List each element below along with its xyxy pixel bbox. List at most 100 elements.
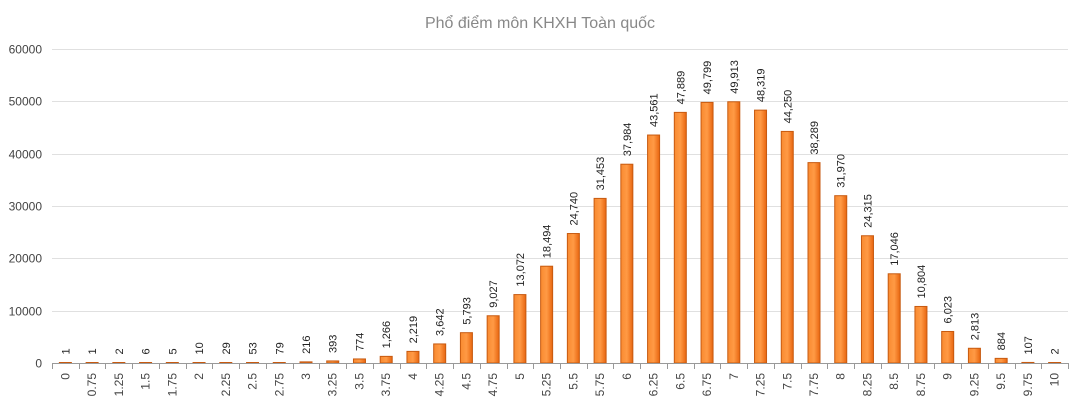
data-label: 17,046 [889, 232, 901, 266]
data-label: 31,970 [836, 154, 848, 188]
x-tick-label: 8.25 [860, 373, 874, 397]
x-tick-label: 6 [620, 373, 634, 380]
bar [727, 101, 741, 364]
x-tick-label: 4 [406, 373, 420, 380]
data-label: 79 [274, 342, 286, 354]
bar [914, 305, 928, 364]
bar [486, 315, 500, 364]
bar [860, 235, 874, 364]
x-tick-label: 6.5 [673, 373, 687, 390]
x-tick-label: 8 [834, 373, 848, 380]
y-tick-label: 20000 [9, 252, 43, 266]
data-label: 2 [1050, 348, 1062, 354]
y-tick-label: 60000 [9, 43, 43, 57]
bar [834, 195, 848, 364]
x-tick-label: 6.25 [647, 373, 661, 397]
x-axis-ticks: 0 0.75 1.25 1.5 1.75 2 2.25 2.5 2.75 3 3.25 3.5 3.75… [52, 363, 1069, 397]
x-tick-label: 10 [1048, 373, 1062, 387]
x-tick-label: 4.25 [433, 373, 447, 397]
y-tick-label: 0 [35, 357, 42, 371]
y-axis-ticks: 0 10000 20000 30000 40000 50000 60000 [9, 43, 43, 371]
bar [700, 101, 714, 364]
x-tick-label: 5.5 [566, 373, 580, 390]
x-tick-label: 7 [727, 373, 741, 380]
bar [433, 343, 447, 364]
x-tick-label: 3 [299, 373, 313, 380]
bar [620, 163, 634, 364]
data-label: 49,799 [702, 61, 714, 95]
data-label: 1,266 [381, 321, 393, 349]
y-tick-label: 40000 [9, 148, 43, 162]
data-label: 3,642 [435, 308, 447, 336]
data-label: 44,250 [782, 90, 794, 124]
data-label: 2,219 [408, 316, 420, 344]
bar [326, 360, 340, 364]
data-label: 10,804 [916, 265, 928, 299]
bar [85, 362, 99, 364]
x-tick-label: 8.75 [914, 373, 928, 397]
bar [887, 273, 901, 364]
x-tick-label: 2.25 [219, 373, 233, 397]
bar [192, 362, 206, 364]
bar [299, 361, 313, 364]
x-tick-label: 8.5 [887, 373, 901, 390]
bar [139, 362, 153, 364]
x-tick-label: 3.75 [379, 373, 393, 397]
x-tick-label: 9.5 [994, 373, 1008, 390]
x-tick-label: 1.5 [139, 373, 153, 390]
data-label: 5,793 [461, 297, 473, 325]
y-tick-label: 10000 [9, 305, 43, 319]
data-label: 31,453 [595, 157, 607, 191]
bar [379, 355, 393, 364]
data-label: 10 [194, 342, 206, 354]
bar [459, 332, 473, 364]
x-tick-label: 5.75 [593, 373, 607, 397]
y-tick-label: 30000 [9, 200, 43, 214]
data-label: 107 [1023, 336, 1035, 354]
data-label: 2 [114, 348, 126, 354]
data-label: 18,494 [542, 225, 554, 259]
bar [593, 197, 607, 364]
data-label: 216 [301, 336, 313, 354]
data-label: 49,913 [729, 60, 741, 94]
bar [1048, 362, 1062, 364]
x-tick-label: 9.75 [1021, 373, 1035, 397]
bar [513, 294, 527, 364]
bar [1021, 361, 1035, 364]
bar [352, 358, 366, 364]
x-tick-label: 3.25 [326, 373, 340, 397]
x-tick-label: 4.75 [486, 373, 500, 397]
x-tick-label: 2.75 [272, 373, 286, 397]
x-tick-label: 7.5 [780, 373, 794, 390]
bar [165, 362, 179, 364]
bar [566, 233, 580, 364]
x-tick-label: 7.25 [754, 373, 768, 397]
bar [540, 265, 554, 364]
bar [58, 362, 72, 364]
bar [272, 362, 286, 364]
x-tick-label: 4.5 [459, 373, 473, 390]
data-label: 47,889 [675, 71, 687, 105]
x-tick-label: 5 [513, 373, 527, 380]
x-tick-label: 1.25 [112, 373, 126, 397]
bar [112, 362, 126, 364]
x-tick-label: 9.25 [967, 373, 981, 397]
x-tick-label: 1.75 [165, 373, 179, 397]
data-label: 43,561 [649, 93, 661, 127]
bar [967, 347, 981, 364]
data-label: 5 [167, 348, 179, 354]
bar [406, 350, 420, 364]
data-label: 24,740 [568, 192, 580, 226]
bars: 1 1 2 6 5 10 29 53 79 216 393 774 1,266 2,219 3,642 5,7… [58, 60, 1062, 364]
bar [673, 111, 687, 364]
x-tick-label: 9 [941, 373, 955, 380]
bar [994, 357, 1008, 364]
x-tick-label: 2 [192, 373, 206, 380]
bar [246, 362, 260, 364]
bar [807, 162, 821, 364]
bar [754, 109, 768, 364]
bar [219, 362, 233, 364]
x-tick-label: 2.5 [246, 373, 260, 390]
data-label: 37,984 [622, 123, 634, 157]
